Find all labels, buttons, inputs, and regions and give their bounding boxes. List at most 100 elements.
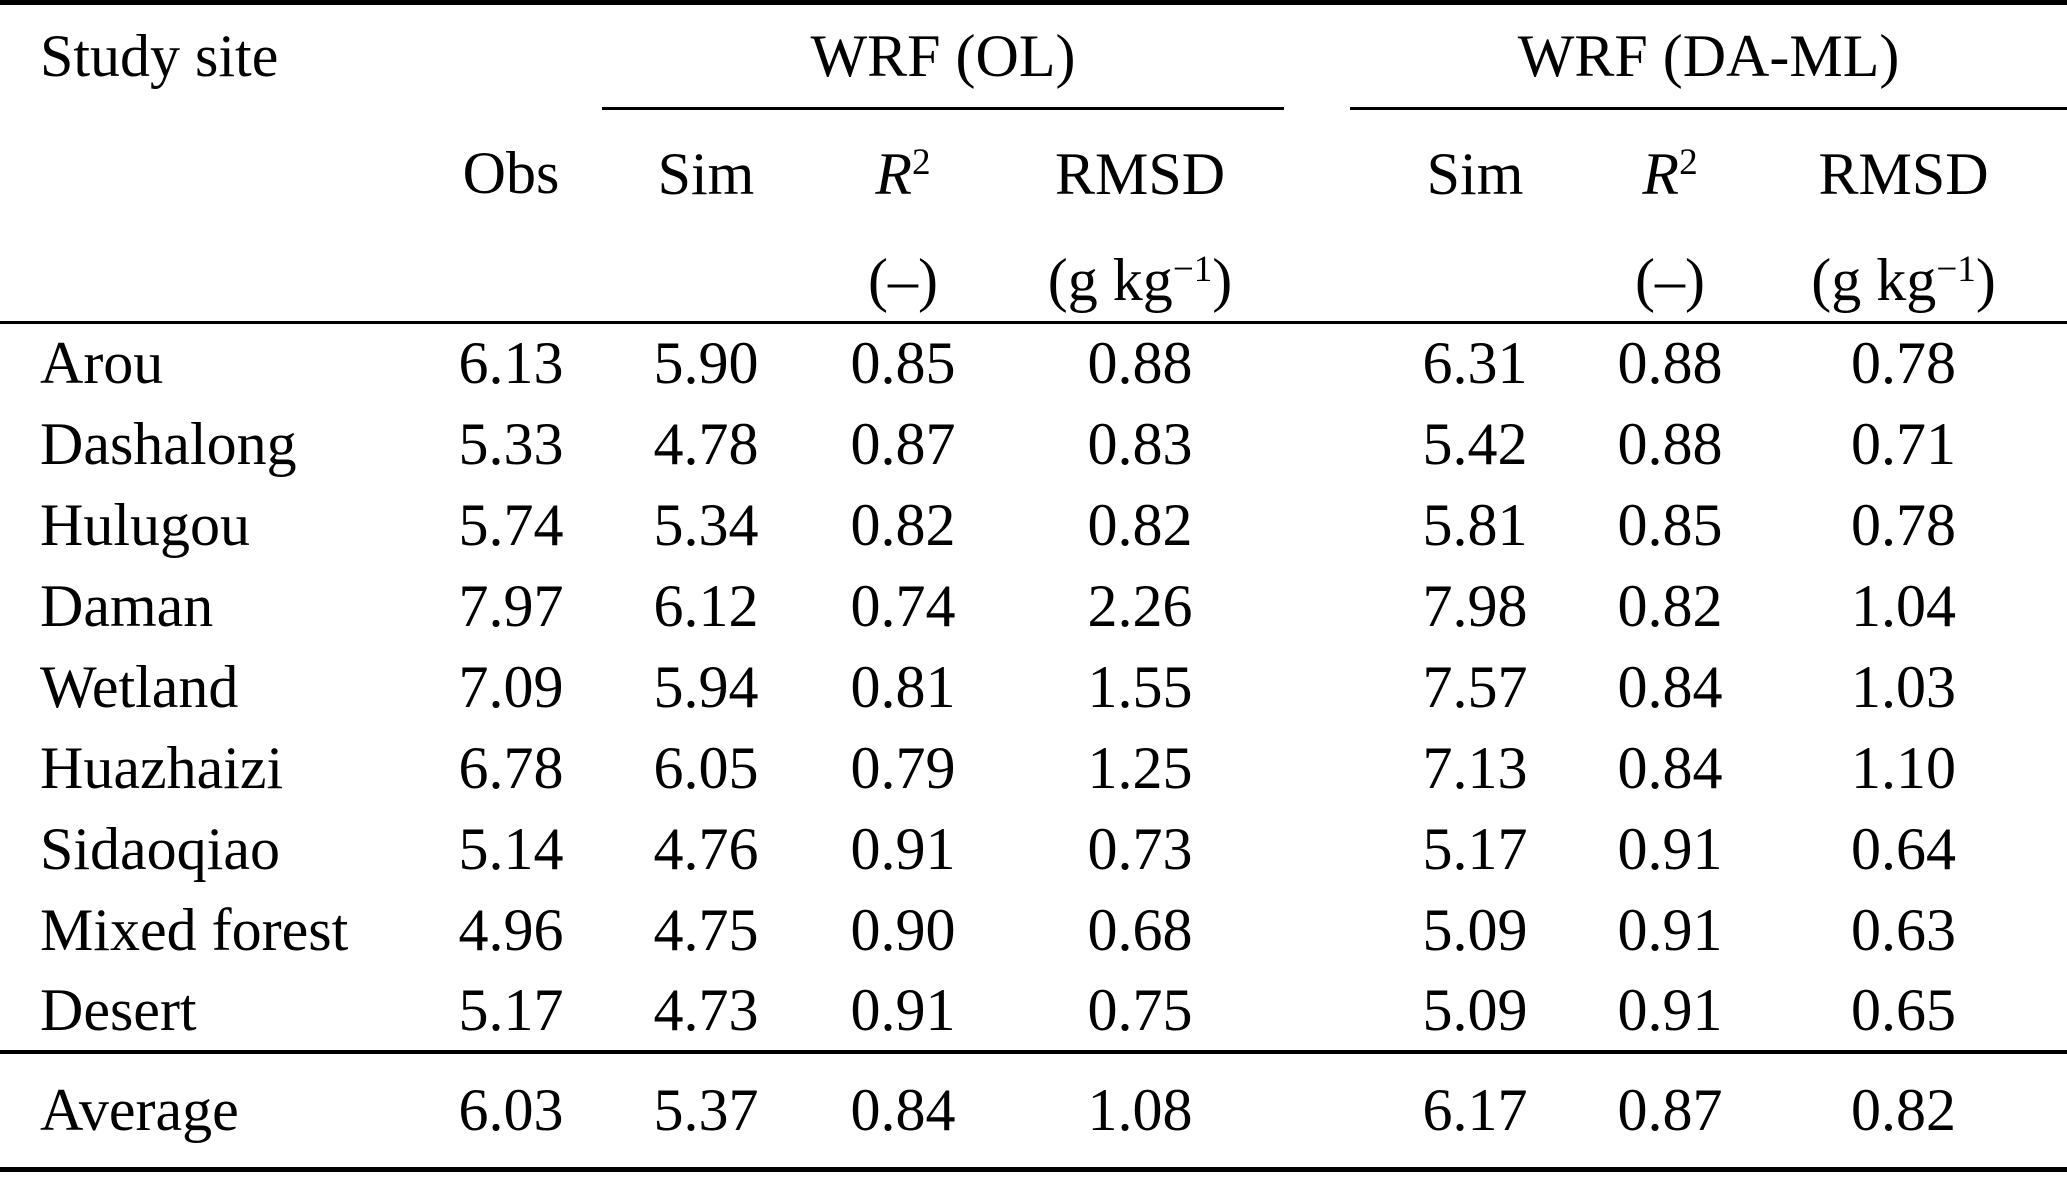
cell-da-rmsd: 1.04: [1851, 572, 1957, 639]
table-row-wetland: Wetland 7.09 5.94 0.81 1.55 7.57 0.84 1.…: [0, 647, 2067, 728]
r2-symbol: R: [1642, 140, 1680, 207]
cell-site: Huazhaizi: [40, 734, 284, 801]
cell-gap: [1284, 971, 1350, 1052]
unit-text: (g kg: [1811, 247, 1937, 314]
cell-obs: 5.14: [458, 815, 564, 882]
cell-da-r2: 0.91: [1617, 815, 1723, 882]
unit-text: (g kg: [1047, 247, 1173, 314]
cell-da-r2: 0.85: [1617, 491, 1723, 558]
cell-obs: 7.09: [458, 653, 564, 720]
cell-gap: [1284, 566, 1350, 647]
cell-da-r2: 0.84: [1617, 653, 1723, 720]
header-spacer: [420, 3, 602, 109]
header-da-sim: Sim: [1426, 140, 1524, 207]
table-row-dashalong: Dashalong 5.33 4.78 0.87 0.83 5.42 0.88 …: [0, 404, 2067, 485]
cell-da-sim: 5.17: [1422, 815, 1528, 882]
cell-ol-sim: 6.05: [653, 734, 759, 801]
cell-obs: 5.33: [458, 410, 564, 477]
cell-ol-rmsd: 0.73: [1087, 815, 1193, 882]
header-ol-rmsd: RMSD: [1054, 140, 1226, 207]
cell-ol-sim: 5.90: [653, 330, 759, 397]
cell-ol-r2: 0.90: [850, 896, 956, 963]
table-row-sidaoqiao: Sidaoqiao 5.14 4.76 0.91 0.73 5.17 0.91 …: [0, 809, 2067, 890]
cell-gap: [1284, 404, 1350, 485]
cell-site: Daman: [40, 572, 214, 639]
group-header-wrf-da-ml: WRF (DA-ML): [1350, 2, 2067, 110]
table-row-huazhaizi: Huazhaizi 6.78 6.05 0.79 1.25 7.13 0.84 …: [0, 728, 2067, 809]
unit-ol-rmsd: (g kg−1): [996, 238, 1285, 324]
group-header-wrf-ol: WRF (OL): [602, 2, 1285, 110]
cell-da-rmsd: 0.82: [1740, 1049, 2067, 1170]
cell-ol-r2: 0.79: [850, 734, 956, 801]
cell-da-sim: 7.98: [1422, 572, 1528, 639]
cell-site: Wetland: [40, 653, 239, 720]
cell-ol-r2: 0.82: [850, 491, 956, 558]
r2-symbol: R: [875, 140, 913, 207]
units-gap: [1284, 238, 1351, 324]
cell-obs: 7.97: [458, 572, 564, 639]
header-ol-r2: R2: [810, 109, 996, 239]
subheader-row: Obs Sim R2 RMSD Sim R2 RMSD: [0, 109, 2067, 239]
cell-ol-rmsd: 1.55: [1087, 653, 1193, 720]
cell-gap: [1284, 1049, 1351, 1170]
cell-da-r2: 0.88: [1617, 410, 1723, 477]
cell-gap: [1284, 809, 1350, 890]
cell-da-rmsd: 1.10: [1851, 734, 1957, 801]
subheader-gap: [1284, 109, 1350, 239]
cell-da-sim: 7.13: [1422, 734, 1528, 801]
cell-ol-sim: 5.34: [653, 491, 759, 558]
cell-ol-r2: 0.91: [850, 815, 956, 882]
cell-da-r2: 0.88: [1617, 330, 1723, 397]
cell-ol-sim: 6.12: [653, 572, 759, 639]
header-ol-sim: Sim: [657, 140, 755, 207]
cell-ol-r2: 0.85: [850, 330, 956, 397]
cell-ol-sim: 4.73: [653, 976, 759, 1043]
cell-ol-sim: 5.37: [602, 1049, 810, 1170]
group-header-row: Study site WRF (OL) WRF (DA-ML): [0, 2, 2067, 110]
cell-obs: 6.13: [458, 330, 564, 397]
cell-ol-sim: 4.76: [653, 815, 759, 882]
cell-da-r2: 0.84: [1617, 734, 1723, 801]
cell-ol-rmsd: 0.82: [1087, 491, 1193, 558]
subheader-empty: [0, 109, 420, 239]
cell-ol-rmsd: 0.68: [1087, 896, 1193, 963]
cell-site: Arou: [40, 330, 164, 397]
table-row-hulugou: Hulugou 5.74 5.34 0.82 0.82 5.81 0.85 0.…: [0, 485, 2067, 566]
cell-obs: 4.96: [458, 896, 564, 963]
unit-da-r2: (–): [1600, 238, 1741, 324]
r2-exponent: 2: [912, 142, 931, 184]
cell-ol-rmsd: 0.75: [1087, 976, 1193, 1043]
table-row-desert: Desert 5.17 4.73 0.91 0.75 5.09 0.91 0.6…: [0, 971, 2067, 1052]
cell-da-r2: 0.91: [1617, 896, 1723, 963]
cell-ol-r2: 0.87: [850, 410, 956, 477]
header-study-site: Study site: [40, 23, 279, 90]
cell-ol-sim: 5.94: [653, 653, 759, 720]
units-empty: [1350, 238, 1601, 324]
cell-da-r2: 0.82: [1617, 572, 1723, 639]
cell-site: Sidaoqiao: [40, 815, 280, 882]
unit-ol-r2: (–): [810, 238, 996, 324]
cell-da-sim: 7.57: [1422, 653, 1528, 720]
cell-gap: [1284, 323, 1350, 404]
cell-site: Average: [0, 1049, 420, 1170]
cell-ol-r2: 0.74: [850, 572, 956, 639]
cell-da-rmsd: 1.03: [1851, 653, 1957, 720]
cell-da-sim: 6.17: [1350, 1049, 1601, 1170]
cell-da-sim: 5.09: [1422, 976, 1528, 1043]
cell-da-sim: 6.31: [1422, 330, 1528, 397]
cell-gap: [1284, 485, 1350, 566]
units-row: (–) (g kg−1) (–) (g kg−1): [0, 238, 2067, 324]
header-da-r2: R2: [1600, 109, 1740, 239]
cell-da-rmsd: 0.71: [1851, 410, 1957, 477]
unit-da-rmsd: (g kg−1): [1740, 238, 2067, 324]
cell-da-sim: 5.42: [1422, 410, 1528, 477]
cell-site: Hulugou: [40, 491, 250, 558]
cell-ol-sim: 4.75: [653, 896, 759, 963]
table-row-arou: Arou 6.13 5.90 0.85 0.88 6.31 0.88 0.78: [0, 323, 2067, 404]
table-row-mixed-forest: Mixed forest 4.96 4.75 0.90 0.68 5.09 0.…: [0, 890, 2067, 971]
units-empty: [602, 238, 810, 324]
cell-da-r2: 0.91: [1617, 976, 1723, 1043]
cell-ol-r2: 0.84: [810, 1049, 996, 1170]
unit-exponent: −1: [1172, 248, 1213, 290]
